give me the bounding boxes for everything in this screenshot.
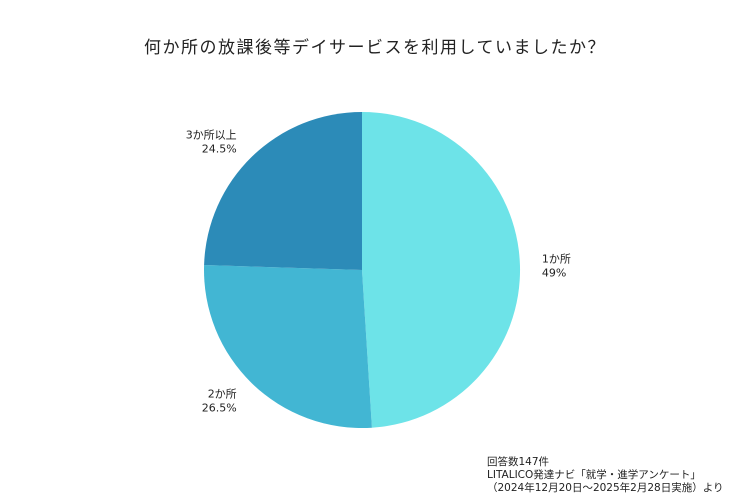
slice-value-label-1: 49% (542, 266, 566, 279)
pie-slice-3 (204, 112, 362, 270)
slice-name-label-2: 2か所 (208, 387, 237, 400)
slice-name-label-1: 1か所 (542, 252, 571, 265)
chart-title: 何か所の放課後等デイサービスを利用していましたか？ (144, 38, 606, 58)
slice-name-label-3: 3か所以上 (186, 129, 237, 142)
response-count: 回答数147件 (487, 456, 550, 468)
source-note: 回答数147件 LITALICO発達ナビ「就学・進学アンケート」 （2024年1… (487, 456, 724, 495)
survey-source: LITALICO発達ナビ「就学・進学アンケート」 (487, 469, 701, 481)
pie-slice-1 (362, 112, 521, 428)
slice-value-label-2: 26.5% (202, 401, 237, 414)
survey-period: （2024年12月20日～2025年2月28日実施）より (487, 482, 724, 494)
slice-value-label-3: 24.5% (202, 143, 237, 156)
pie-slice-2 (204, 265, 372, 429)
